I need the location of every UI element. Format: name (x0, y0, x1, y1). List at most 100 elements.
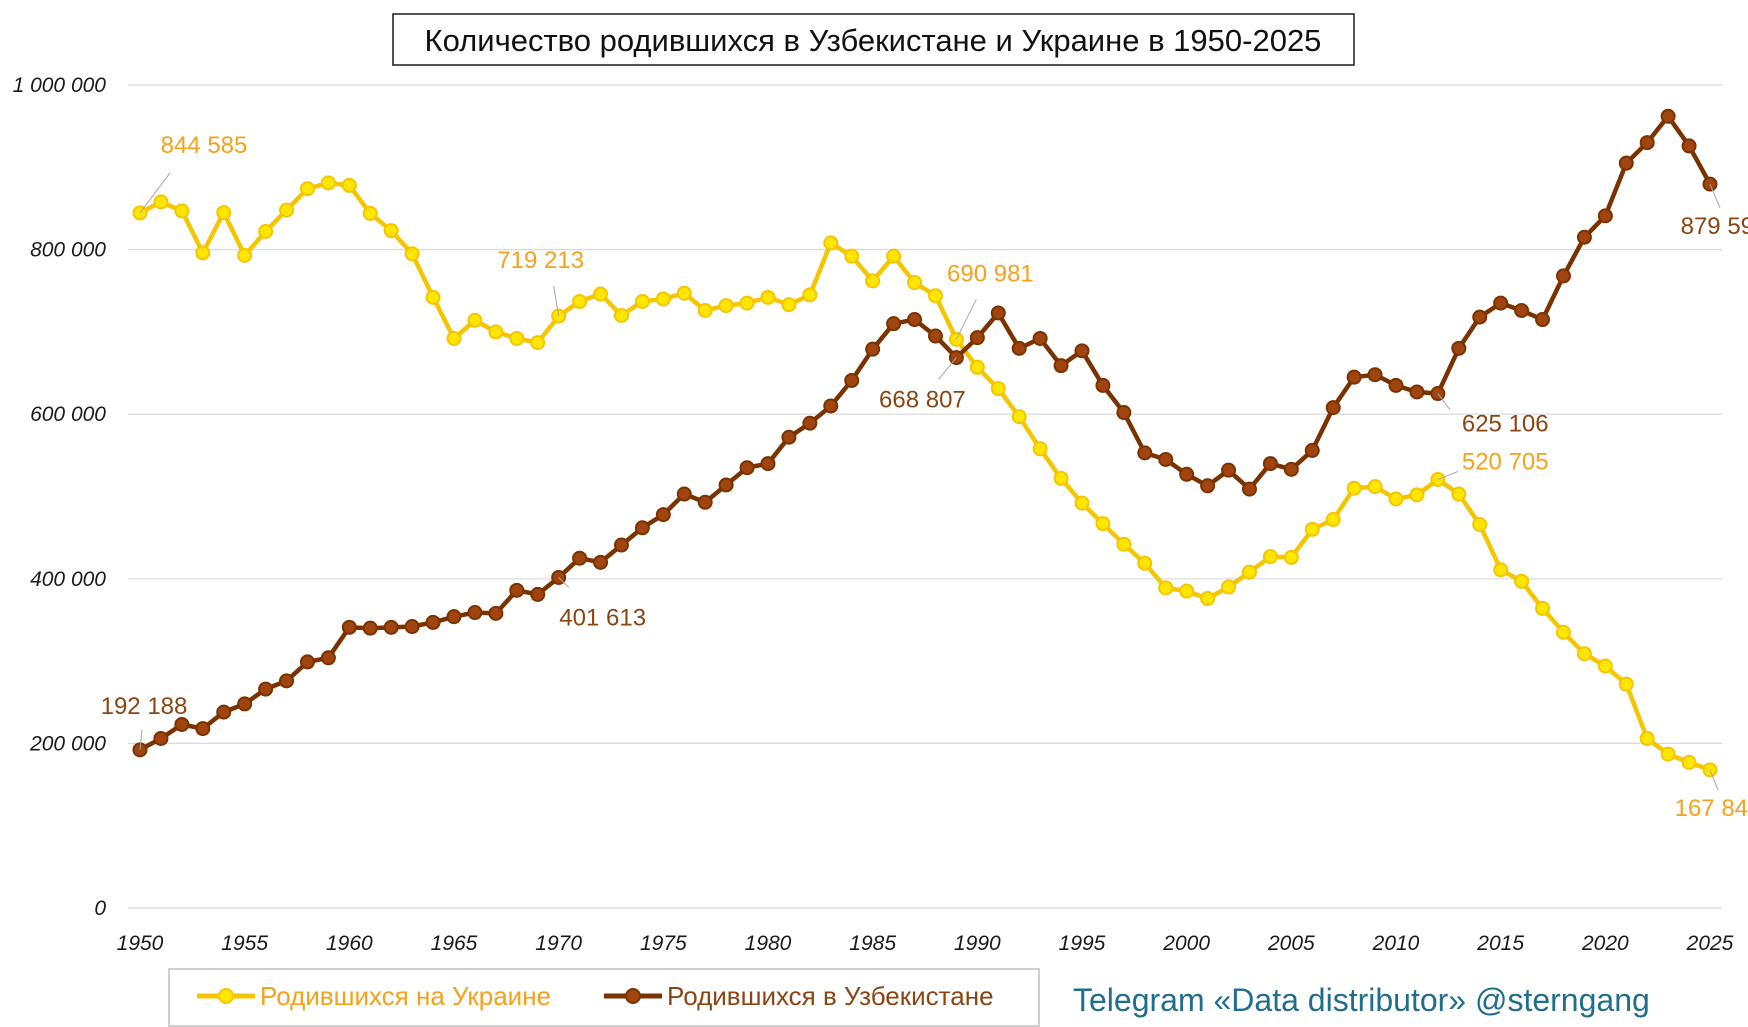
uzbekistan-point (1095, 377, 1111, 393)
telegram-credit: Telegram «Data distributor» @sterngang (1073, 982, 1650, 1018)
uzbekistan-point (1304, 442, 1320, 458)
ukraine-point (1346, 480, 1362, 496)
uzbekistan-point (446, 609, 462, 625)
uzbekistan-point (844, 372, 860, 388)
ukraine-point (279, 202, 295, 218)
uzbekistan-point (1032, 330, 1048, 346)
uzbekistan-point (488, 605, 504, 621)
data-label: 192 188 (101, 693, 188, 720)
uzbekistan-point (1618, 155, 1634, 171)
annotation-leader (139, 729, 143, 750)
uzbekistan-point (1388, 377, 1404, 393)
uzbekistan-point (320, 650, 336, 666)
ukraine-point (593, 286, 609, 302)
ukraine-point (1200, 591, 1216, 607)
y-tick-label: 1 000 000 (13, 74, 107, 97)
ukraine-point (1367, 479, 1383, 495)
x-tick-label: 2025 (1686, 932, 1734, 955)
ukraine-point (1618, 676, 1634, 692)
annotation-leader (1437, 393, 1451, 410)
ukraine-point (1681, 754, 1697, 770)
ukraine-point (174, 203, 190, 219)
ukraine-point (572, 293, 588, 309)
uzbekistan-line (138, 114, 1712, 752)
ukraine-point (1262, 549, 1278, 565)
ukraine-point (1535, 600, 1551, 616)
uzbekistan-point (216, 704, 232, 720)
ukraine-point (1221, 579, 1237, 595)
x-tick-label: 2015 (1476, 932, 1524, 955)
x-tick-label: 1955 (221, 932, 268, 955)
uzbekistan-point (572, 550, 588, 566)
ukraine-point (1576, 646, 1592, 662)
uzbekistan-point (1555, 268, 1571, 284)
ukraine-point (676, 285, 692, 301)
ukraine-point (1158, 580, 1174, 596)
ukraine-point (1472, 516, 1488, 532)
ukraine-point (362, 205, 378, 221)
annotation-leader (553, 286, 560, 317)
data-label: 690 981 (947, 260, 1034, 287)
ukraine-point (1179, 583, 1195, 599)
uzbekistan-point (781, 429, 797, 445)
ukraine-point (802, 287, 818, 303)
ukraine-point (1325, 512, 1341, 528)
uzbekistan-point (1346, 369, 1362, 385)
annotation-leader (139, 172, 171, 214)
ukraine-point (781, 297, 797, 313)
ukraine-point (760, 289, 776, 305)
data-label: 401 613 (559, 604, 646, 631)
x-tick-label: 1985 (849, 932, 896, 955)
data-label: 879 599 (1681, 213, 1748, 240)
uzbekistan-point (1074, 343, 1090, 359)
uzbekistan-point (174, 716, 190, 732)
uzbekistan-point (279, 673, 295, 689)
uzbekistan-point (1367, 367, 1383, 383)
uzbekistan-point (383, 619, 399, 635)
x-tick-label: 2005 (1267, 932, 1315, 955)
ukraine-point (697, 303, 713, 319)
ukraine-point (1514, 573, 1530, 589)
annotation-leader (955, 299, 977, 340)
data-label: 844 585 (161, 132, 248, 159)
ukraine-point (1597, 658, 1613, 674)
uzbekistan-point (1681, 138, 1697, 154)
y-tick-label: 400 000 (30, 568, 106, 591)
ukraine-point (1011, 409, 1027, 425)
ukraine-point (1409, 487, 1425, 503)
ukraine-point (216, 205, 232, 221)
series-ukraine (132, 175, 1718, 778)
ukraine-point (1493, 562, 1509, 578)
ukraine-line (138, 180, 1711, 773)
uzbekistan-point (1200, 478, 1216, 494)
annotation-leader (558, 577, 570, 588)
x-tick-label: 2000 (1162, 932, 1210, 955)
uzbekistan-point (341, 619, 357, 635)
data-label: 668 807 (879, 387, 966, 414)
y-tick-label: 200 000 (29, 732, 106, 755)
ukraine-point (907, 275, 923, 291)
legend-ukraine-label: Родившихся на Украине (260, 981, 551, 1011)
uzbekistan-point (1660, 108, 1676, 124)
y-axis-ticks: 0 200 000 400 000 600 000 800 000 1 000 000 (13, 74, 107, 920)
uzbekistan-point (530, 586, 546, 602)
uzbekistan-point (362, 620, 378, 636)
uzbekistan-point (927, 328, 943, 344)
uzbekistan-point (1283, 461, 1299, 477)
ukraine-point (634, 293, 650, 309)
x-tick-label: 1960 (326, 932, 373, 955)
x-tick-label: 2010 (1372, 932, 1420, 955)
uzbekistan-point (404, 619, 420, 635)
ukraine-point (509, 330, 525, 346)
uzbekistan-point (195, 721, 211, 737)
uzbekistan-point (1493, 295, 1509, 311)
annotation-leader (1709, 183, 1721, 209)
uzbekistan-point (1535, 312, 1551, 328)
uzbekistan-point (1221, 462, 1237, 478)
uzbekistan-point (907, 312, 923, 328)
x-tick-label: 1950 (117, 932, 164, 955)
uzbekistan-point (1262, 456, 1278, 472)
ukraine-point (320, 175, 336, 191)
uzbekistan-point (1639, 135, 1655, 151)
ukraine-point (467, 312, 483, 328)
